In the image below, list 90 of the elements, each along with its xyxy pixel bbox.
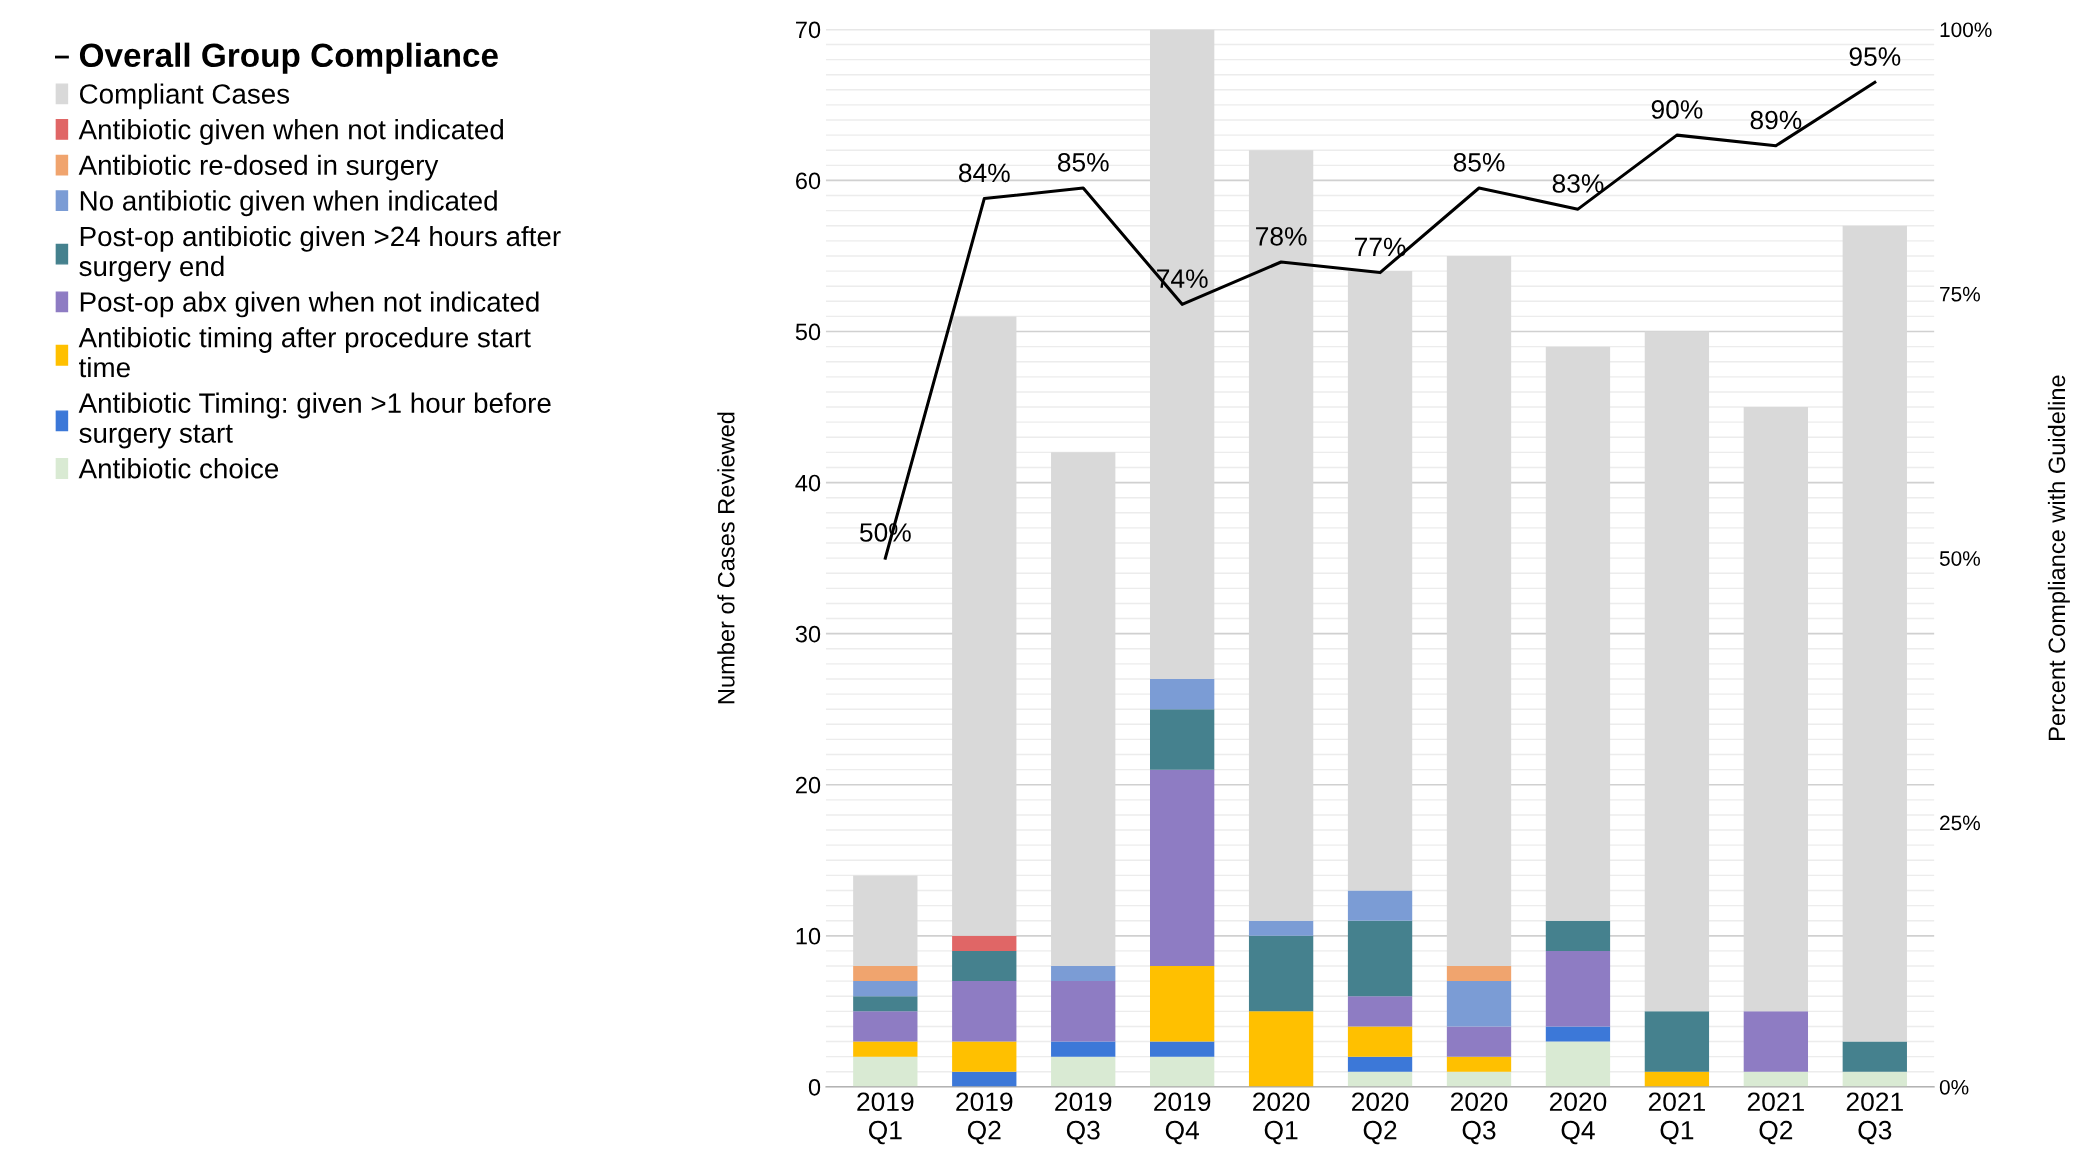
bar [952, 1071, 1017, 1087]
bar [853, 1011, 918, 1042]
y-tick-label: 10 [796, 927, 821, 945]
data-label: 89% [1750, 110, 1802, 130]
y2-axis-title: Percent Compliance with Guideline [2047, 375, 2070, 740]
legend-label: Antibiotic choice [78, 458, 279, 479]
bar [1150, 709, 1215, 770]
legend-label: Antibiotic timing after procedure start time [78, 327, 531, 378]
bar [1446, 1056, 1512, 1072]
y-tick-label: 20 [796, 776, 821, 794]
y-tick-label: 30 [795, 625, 821, 643]
bar [952, 935, 1017, 951]
bar [1150, 966, 1215, 1042]
data-label: 77% [1355, 237, 1406, 257]
bar [952, 981, 1017, 1042]
y2-tick-label: 25% [1940, 815, 1980, 831]
x-tick-label: 2019 Q1 [857, 1092, 914, 1145]
bar [1248, 935, 1314, 1012]
legend-label: No antibiotic given when indicated [80, 190, 497, 217]
bar [1150, 1056, 1215, 1087]
x-tick-label: 2019 Q2 [956, 1092, 1013, 1145]
x-tick-label: 2020 Q4 [1549, 1092, 1607, 1145]
legend-label: Post-op abx given when not indicated [80, 291, 539, 318]
data-label: 83% [1552, 174, 1604, 193]
bar [1150, 678, 1215, 710]
data-label: 90% [1651, 100, 1703, 119]
bar [853, 996, 918, 1012]
legend-label: Antibiotic re-dosed in surgery [78, 154, 439, 181]
y-tick-label: 0 [808, 1078, 821, 1096]
bar [853, 1041, 918, 1057]
y-tick-label: 40 [795, 474, 821, 492]
bar [1842, 1071, 1907, 1087]
bar [952, 1041, 1017, 1072]
bar [1347, 890, 1413, 921]
bar [1644, 1071, 1710, 1087]
bar [1347, 996, 1413, 1027]
x-tick-label: 2020 Q2 [1352, 1092, 1409, 1145]
bar [952, 950, 1017, 982]
legend-label: Compliant Cases [80, 83, 290, 110]
y-tick-label: 50 [795, 323, 821, 341]
bar [1743, 1011, 1809, 1072]
y-tick-label: 70 [796, 21, 821, 39]
y-tick-label: 60 [796, 172, 821, 190]
y2-tick-label: 100% [1940, 22, 1992, 38]
bar [1446, 1071, 1512, 1087]
bar [1446, 981, 1512, 1027]
bar [1743, 1071, 1809, 1087]
data-label: 85% [1453, 152, 1505, 172]
x-tick-label: 2019 Q3 [1055, 1092, 1112, 1145]
bar [1150, 769, 1215, 967]
y-axis-title: Number of Cases Reviewed [717, 412, 735, 704]
bar [1347, 1026, 1413, 1057]
bar [1545, 1026, 1611, 1042]
bar [853, 981, 918, 997]
legend-label: Antibiotic given when not indicated [78, 119, 503, 145]
data-label: 84% [959, 163, 1010, 183]
bar [1347, 1056, 1413, 1072]
x-tick-label: 2020 Q3 [1450, 1092, 1508, 1145]
bar [1545, 1041, 1611, 1087]
bar [1051, 1041, 1116, 1057]
bar [1150, 1041, 1215, 1057]
bar [1446, 1026, 1512, 1057]
x-tick-label: 2019 Q4 [1154, 1092, 1211, 1145]
bar [1248, 1011, 1314, 1087]
bar [853, 1056, 918, 1087]
data-label: 85% [1057, 152, 1109, 172]
legend-label: Overall Group Compliance [79, 42, 498, 74]
bar [1842, 1041, 1907, 1072]
data-label: 78% [1256, 227, 1307, 246]
x-tick-label: 2021 Q2 [1747, 1092, 1804, 1145]
bar [1347, 920, 1413, 997]
bar [853, 966, 918, 982]
y2-tick-label: 0% [1939, 1079, 1969, 1095]
bar [1545, 950, 1611, 1027]
bar [1051, 966, 1116, 982]
x-tick-label: 2021 Q1 [1648, 1092, 1705, 1145]
x-tick-label: 2020 Q1 [1253, 1092, 1310, 1145]
bar [1644, 1011, 1710, 1072]
y2-tick-label: 50% [1939, 551, 1980, 566]
bar [1545, 920, 1611, 951]
data-label: 95% [1849, 47, 1901, 66]
bar [1446, 966, 1512, 982]
bar [1051, 1056, 1116, 1087]
bar [1051, 981, 1116, 1042]
x-tick-label: 2021 Q3 [1846, 1092, 1903, 1145]
legend-label: Antibiotic Timing: given >1 hour before surgery start [78, 392, 551, 449]
bar [1248, 920, 1314, 936]
bar [1347, 1071, 1413, 1087]
y2-tick-label: 75% [1940, 286, 1980, 302]
legend-label: Post-op antibiotic given >24 hours after surgery end [79, 225, 561, 282]
